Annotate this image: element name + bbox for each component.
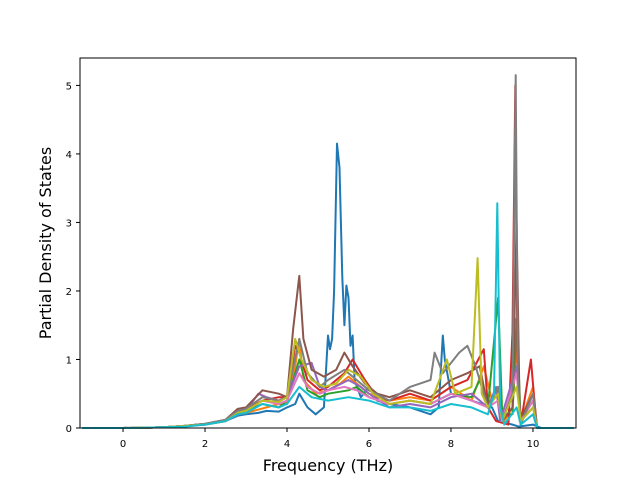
x-tick-label: 6: [366, 439, 372, 450]
y-tick-label: 1: [66, 355, 72, 366]
y-tick-label: 2: [66, 287, 72, 298]
x-tick-label: 10: [527, 439, 540, 450]
axes-frame: [79, 57, 577, 429]
y-axis-ticks: 0 1 2 3 4 5: [66, 81, 80, 435]
y-axis-label: Partial Density of States: [36, 147, 55, 339]
plot-area: [79, 57, 577, 429]
series-line-8: [82, 74, 574, 429]
x-tick-label: 8: [448, 439, 454, 450]
y-tick-label: 3: [66, 218, 72, 229]
x-tick-label: 4: [284, 439, 290, 450]
x-tick-label: 2: [202, 439, 208, 450]
axes-background: [80, 58, 576, 428]
y-tick-label: 5: [66, 81, 72, 92]
series-layer: [82, 74, 574, 429]
series-line-10: [82, 202, 574, 429]
x-tick-label: 0: [120, 439, 126, 450]
x-axis-ticks: 0 2 4 6 8 10: [120, 428, 539, 450]
y-tick-label: 4: [66, 150, 72, 161]
x-axis-label: Frequency (THz): [263, 456, 393, 475]
y-tick-label: 0: [66, 424, 72, 435]
